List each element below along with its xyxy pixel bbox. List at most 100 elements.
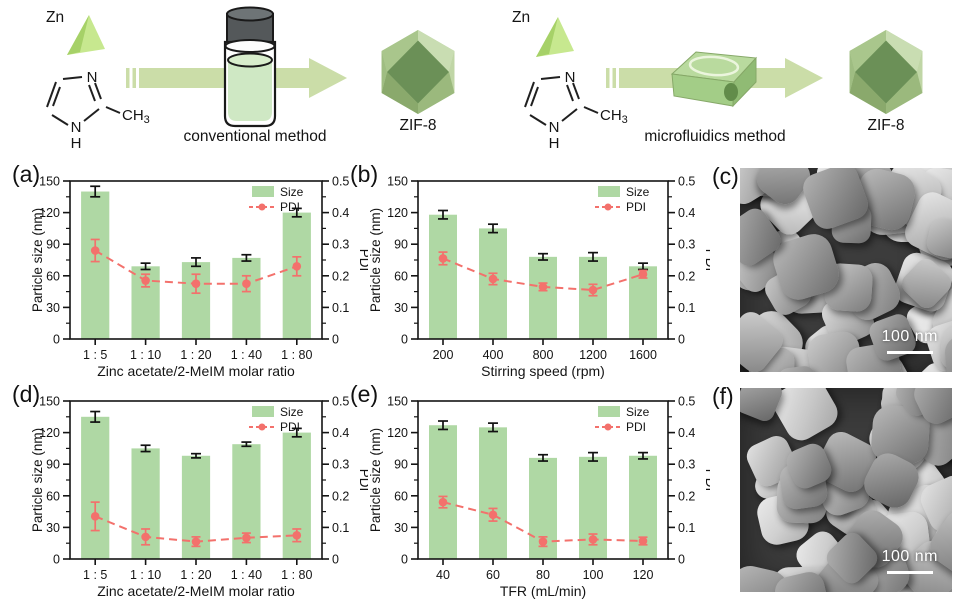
svg-text:60: 60 (394, 489, 408, 503)
pdi-markers (90, 246, 302, 288)
pdi-error-bars (90, 238, 302, 295)
size-bar (529, 256, 557, 339)
zn-tetrahedron-icon-right (536, 17, 574, 57)
axes (411, 400, 675, 565)
zn-tetrahedron-icon (67, 15, 105, 55)
sem-image-f: 100 nm (740, 388, 952, 592)
svg-text:60: 60 (394, 269, 408, 283)
svg-text:0: 0 (53, 333, 60, 347)
size-error-bars (90, 185, 302, 271)
pdi-marker (90, 246, 100, 255)
scale-bar-label-f: 100 nm (881, 547, 938, 565)
pdi-marker (242, 533, 251, 543)
svg-text:90: 90 (46, 238, 60, 252)
svg-text:120: 120 (387, 426, 408, 440)
y-axis-title-left: Particle size (nm) (368, 208, 383, 312)
size-bars (429, 425, 657, 559)
axes (63, 180, 329, 345)
pdi-marker (191, 537, 201, 546)
pdi-marker (292, 262, 302, 271)
svg-text:90: 90 (394, 238, 408, 252)
scale-bar-label-c: 100 nm (881, 327, 938, 345)
axis-labels: 0 30 60 90 120 150 0 0.1 0.2 0.3 0.4 0.5 1 : 5 1 : 10… (39, 175, 349, 363)
svg-text:0: 0 (401, 553, 408, 567)
size-bar (479, 427, 507, 559)
legend-size-swatch (252, 186, 274, 197)
svg-text:1 : 80: 1 : 80 (281, 568, 312, 582)
size-bars (429, 214, 657, 339)
pdi-markers (438, 497, 648, 546)
svg-text:150: 150 (387, 395, 408, 409)
svg-text:120: 120 (39, 426, 60, 440)
legend-size-swatch (598, 186, 620, 197)
scale-bar-c: 100 nm (881, 327, 938, 354)
size-error-bars (90, 410, 302, 459)
legend-size-label: Size (626, 185, 650, 199)
svg-text:800: 800 (533, 348, 554, 362)
panel-label-e: (e) (350, 381, 379, 407)
svg-text:1 : 10: 1 : 10 (130, 348, 161, 362)
y-axis-title-left: Particle size (nm) (30, 428, 45, 532)
svg-text:0.5: 0.5 (332, 395, 349, 409)
y-axis-title-right: PDI (357, 249, 368, 272)
pdi-marker (638, 536, 648, 546)
panel-label-d: (d) (12, 381, 41, 407)
pdi-marker (538, 537, 548, 546)
svg-text:0.4: 0.4 (678, 426, 695, 440)
pdi-marker (438, 254, 448, 263)
axis-labels: 0 30 60 90 120 150 0 0.1 0.2 0.3 0.4 0.5 1 : 5 1 : 10… (39, 395, 349, 583)
legend-pdi-marker (258, 203, 266, 211)
pdi-marker (90, 512, 100, 521)
panel-label-f: (f) (712, 383, 734, 409)
svg-text:0.1: 0.1 (678, 301, 695, 315)
axis-labels: 0 30 60 90 120 150 0 0.1 0.2 0.3 0.4 0.5 200 400 800 12… (387, 175, 695, 363)
microfluidic-chip-icon (670, 51, 758, 108)
y-axis-title-left: Particle size (nm) (368, 428, 383, 532)
size-bar (429, 425, 457, 559)
svg-text:0.4: 0.4 (332, 206, 349, 220)
svg-text:0: 0 (401, 333, 408, 347)
pdi-marker (488, 510, 498, 520)
svg-text:0: 0 (332, 553, 339, 567)
svg-text:0.2: 0.2 (678, 269, 695, 283)
svg-text:60: 60 (46, 489, 60, 503)
zn-label-left: Zn (46, 9, 64, 26)
2-methylimidazole-structure-right (524, 68, 629, 153)
y-axis-title-left: Particle size (nm) (30, 208, 45, 312)
sem-image-c: 100 nm (740, 168, 952, 372)
size-bar (81, 191, 110, 339)
pdi-marker (638, 269, 648, 279)
method-label-right: microfluidics method (644, 128, 785, 145)
vial-icon (223, 6, 277, 128)
synthesis-schematic: N N H CH3 Zn conventional method (46, 6, 923, 153)
svg-text:0.1: 0.1 (332, 301, 349, 315)
svg-text:80: 80 (536, 568, 550, 582)
svg-text:1 : 20: 1 : 20 (180, 348, 211, 362)
svg-text:1 : 10: 1 : 10 (130, 568, 161, 582)
svg-text:0.3: 0.3 (332, 238, 349, 252)
svg-text:0.2: 0.2 (332, 269, 349, 283)
y-axis-title-right: PDI (357, 469, 368, 492)
x-axis-title: Zinc acetate/2-MeIM molar ratio (97, 363, 295, 379)
zif8-crystal-icon-right (849, 30, 923, 114)
svg-text:90: 90 (46, 458, 60, 472)
x-axis-title: TFR (mL/min) (500, 583, 586, 599)
svg-text:1 : 5: 1 : 5 (83, 568, 107, 582)
chart-panel-b: 0 30 60 90 120 150 0 0.1 0.2 0.3 0.4 0.5 200 400 800 12… (368, 162, 718, 388)
svg-text:200: 200 (433, 348, 454, 362)
legend-pdi-marker (604, 423, 612, 431)
svg-text:1 : 5: 1 : 5 (83, 348, 107, 362)
svg-text:0.5: 0.5 (332, 175, 349, 189)
pdi-marker (588, 285, 598, 295)
legend-size-label: Size (626, 405, 650, 419)
pdi-markers (90, 512, 302, 546)
svg-text:0.5: 0.5 (678, 175, 695, 189)
pdi-marker (141, 276, 150, 285)
svg-text:0.3: 0.3 (332, 458, 349, 472)
legend-pdi-label: PDI (626, 420, 646, 434)
pdi-marker (242, 279, 251, 288)
svg-text:1600: 1600 (629, 348, 657, 362)
